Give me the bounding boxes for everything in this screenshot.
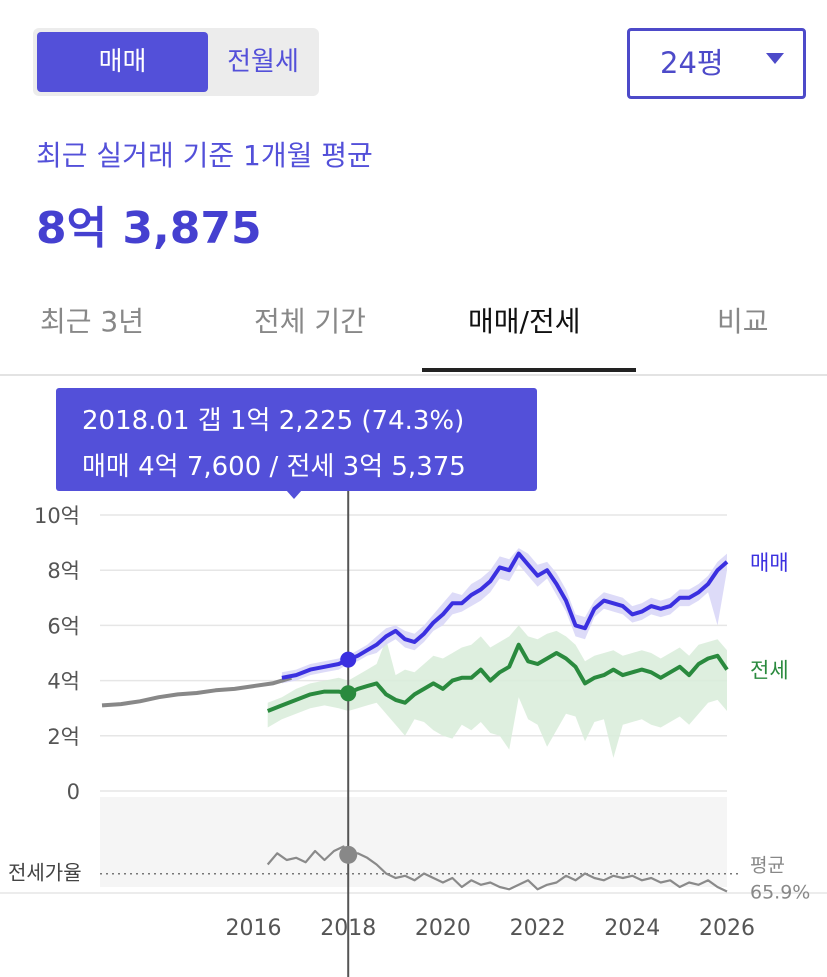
sale-highlight-point: [340, 651, 357, 668]
x-tick-label: 2024: [604, 916, 660, 941]
average-price: 8억 3,875: [36, 203, 262, 254]
tab-sale-jeonse[interactable]: 매매/전세: [468, 305, 581, 338]
sale-series-label: 매매: [750, 551, 789, 575]
x-tick-label: 2020: [415, 916, 471, 941]
y-tick-label: 6억: [47, 614, 80, 638]
rent-toggle-button[interactable]: 전월세: [227, 47, 299, 77]
chart-tooltip: 2018.01 갭 1억 2,225 (74.3%) 매매 4억 7,600 /…: [56, 388, 537, 499]
y-tick-label: 4억: [47, 670, 80, 694]
ratio-highlight-point: [339, 845, 358, 864]
jeonse-series-label: 전세: [750, 659, 789, 683]
price-basis-label: 최근 실거래 기준 1개월 평균: [36, 139, 373, 172]
x-tick-label: 2026: [699, 916, 755, 941]
trade-type-toggle: 매매 전월세: [33, 28, 319, 96]
tab-compare[interactable]: 비교: [717, 305, 769, 338]
y-tick-label: 0: [67, 780, 80, 804]
tooltip-pointer: [286, 490, 302, 499]
x-tick-label: 2016: [226, 916, 282, 941]
active-tab-indicator: [422, 368, 636, 372]
sale-toggle-button[interactable]: 매매: [37, 32, 208, 92]
ratio-axis-label: 전세가율: [8, 861, 82, 885]
jeonse-highlight-point: [340, 685, 357, 702]
y-tick-label: 10억: [34, 504, 80, 528]
period-tabs: 최근 3년 전체 기간 매매/전세 비교: [0, 280, 827, 376]
jeonse-price-line: [266, 642, 729, 713]
size-dropdown[interactable]: 24평: [627, 28, 806, 99]
sale-price-line: [281, 551, 729, 680]
ratio-average-label: 평균: [750, 855, 785, 877]
y-tick-label: 2억: [47, 725, 80, 749]
ratio-average-value: 65.9%: [750, 882, 810, 904]
tab-all-period[interactable]: 전체 기간: [254, 305, 366, 338]
tab-recent-3-years[interactable]: 최근 3년: [40, 305, 144, 338]
y-tick-label: 8억: [47, 559, 80, 583]
tooltip-gap-line: 2018.01 갭 1억 2,225 (74.3%): [82, 406, 465, 436]
ratio-panel-bg: [100, 797, 727, 887]
size-dropdown-value: 24평: [660, 46, 724, 80]
tooltip-price-line: 매매 4억 7,600 / 전세 3억 5,375: [82, 452, 466, 482]
x-tick-label: 2022: [510, 916, 566, 941]
jeonse-range-band: [267, 625, 727, 758]
caret-down-icon: [766, 53, 784, 64]
sale-range-band: [281, 548, 727, 684]
history-price-line: [101, 675, 292, 708]
